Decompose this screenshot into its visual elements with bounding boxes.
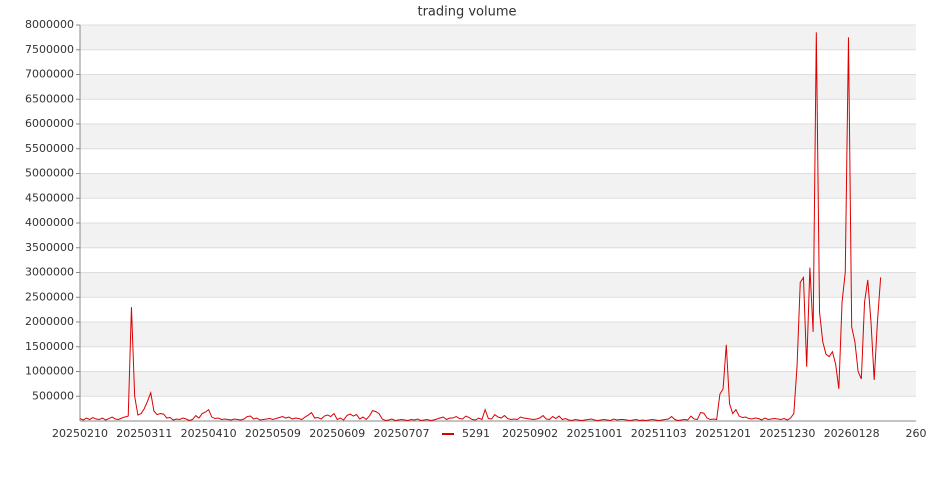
series-line	[79, 32, 882, 422]
y-tick-label: 500000	[32, 389, 74, 402]
grid-band	[80, 322, 916, 347]
grid-band	[80, 74, 916, 100]
y-tick-label: 5500000	[25, 142, 74, 155]
x-tick-label: 20250902	[502, 427, 558, 440]
grid-band	[80, 223, 916, 248]
grid-band	[80, 173, 916, 199]
y-tick-label: 4000000	[25, 216, 74, 229]
y-tick-label: 6500000	[25, 92, 74, 105]
x-tick-label: 20250210	[52, 427, 108, 440]
y-tick-label: 2000000	[25, 315, 74, 328]
y-tick-label: 5000000	[25, 167, 74, 180]
x-tick-label: 20250707	[374, 427, 430, 440]
y-tick-label: 3000000	[25, 266, 74, 279]
y-tick-label: 7000000	[25, 68, 74, 81]
legend: 5291	[436, 426, 500, 442]
x-tick-label: 20250311	[116, 427, 172, 440]
y-tick-label: 2500000	[25, 290, 74, 303]
y-tick-label: 1000000	[25, 365, 74, 378]
x-tick-label: 20250410	[181, 427, 237, 440]
y-tick-label: 6000000	[25, 117, 74, 130]
grid-band	[80, 371, 916, 397]
y-tick-label: 4500000	[25, 191, 74, 204]
x-tick-label: 20251230	[759, 427, 815, 440]
y-tick-label: 3500000	[25, 241, 74, 254]
x-tick-label: 20250609	[309, 427, 365, 440]
y-tick-label: 1500000	[25, 340, 74, 353]
grid-band	[80, 124, 916, 149]
x-tick-label: 20251001	[566, 427, 622, 440]
legend-bg	[436, 426, 500, 442]
x-tick-label: 20260128	[824, 427, 880, 440]
x-tick-label: 20251103	[631, 427, 687, 440]
y-tick-label: 8000000	[25, 18, 74, 31]
grid-band	[80, 272, 916, 298]
y-tick-label: 7500000	[25, 43, 74, 56]
x-tick-label: 20250509	[245, 427, 301, 440]
x-tick-label: 20251201	[695, 427, 751, 440]
chart-title: trading volume	[417, 5, 516, 20]
x-tick-label: 260	[906, 427, 927, 440]
legend-label: 5291	[462, 427, 490, 440]
grid-band	[80, 25, 916, 50]
